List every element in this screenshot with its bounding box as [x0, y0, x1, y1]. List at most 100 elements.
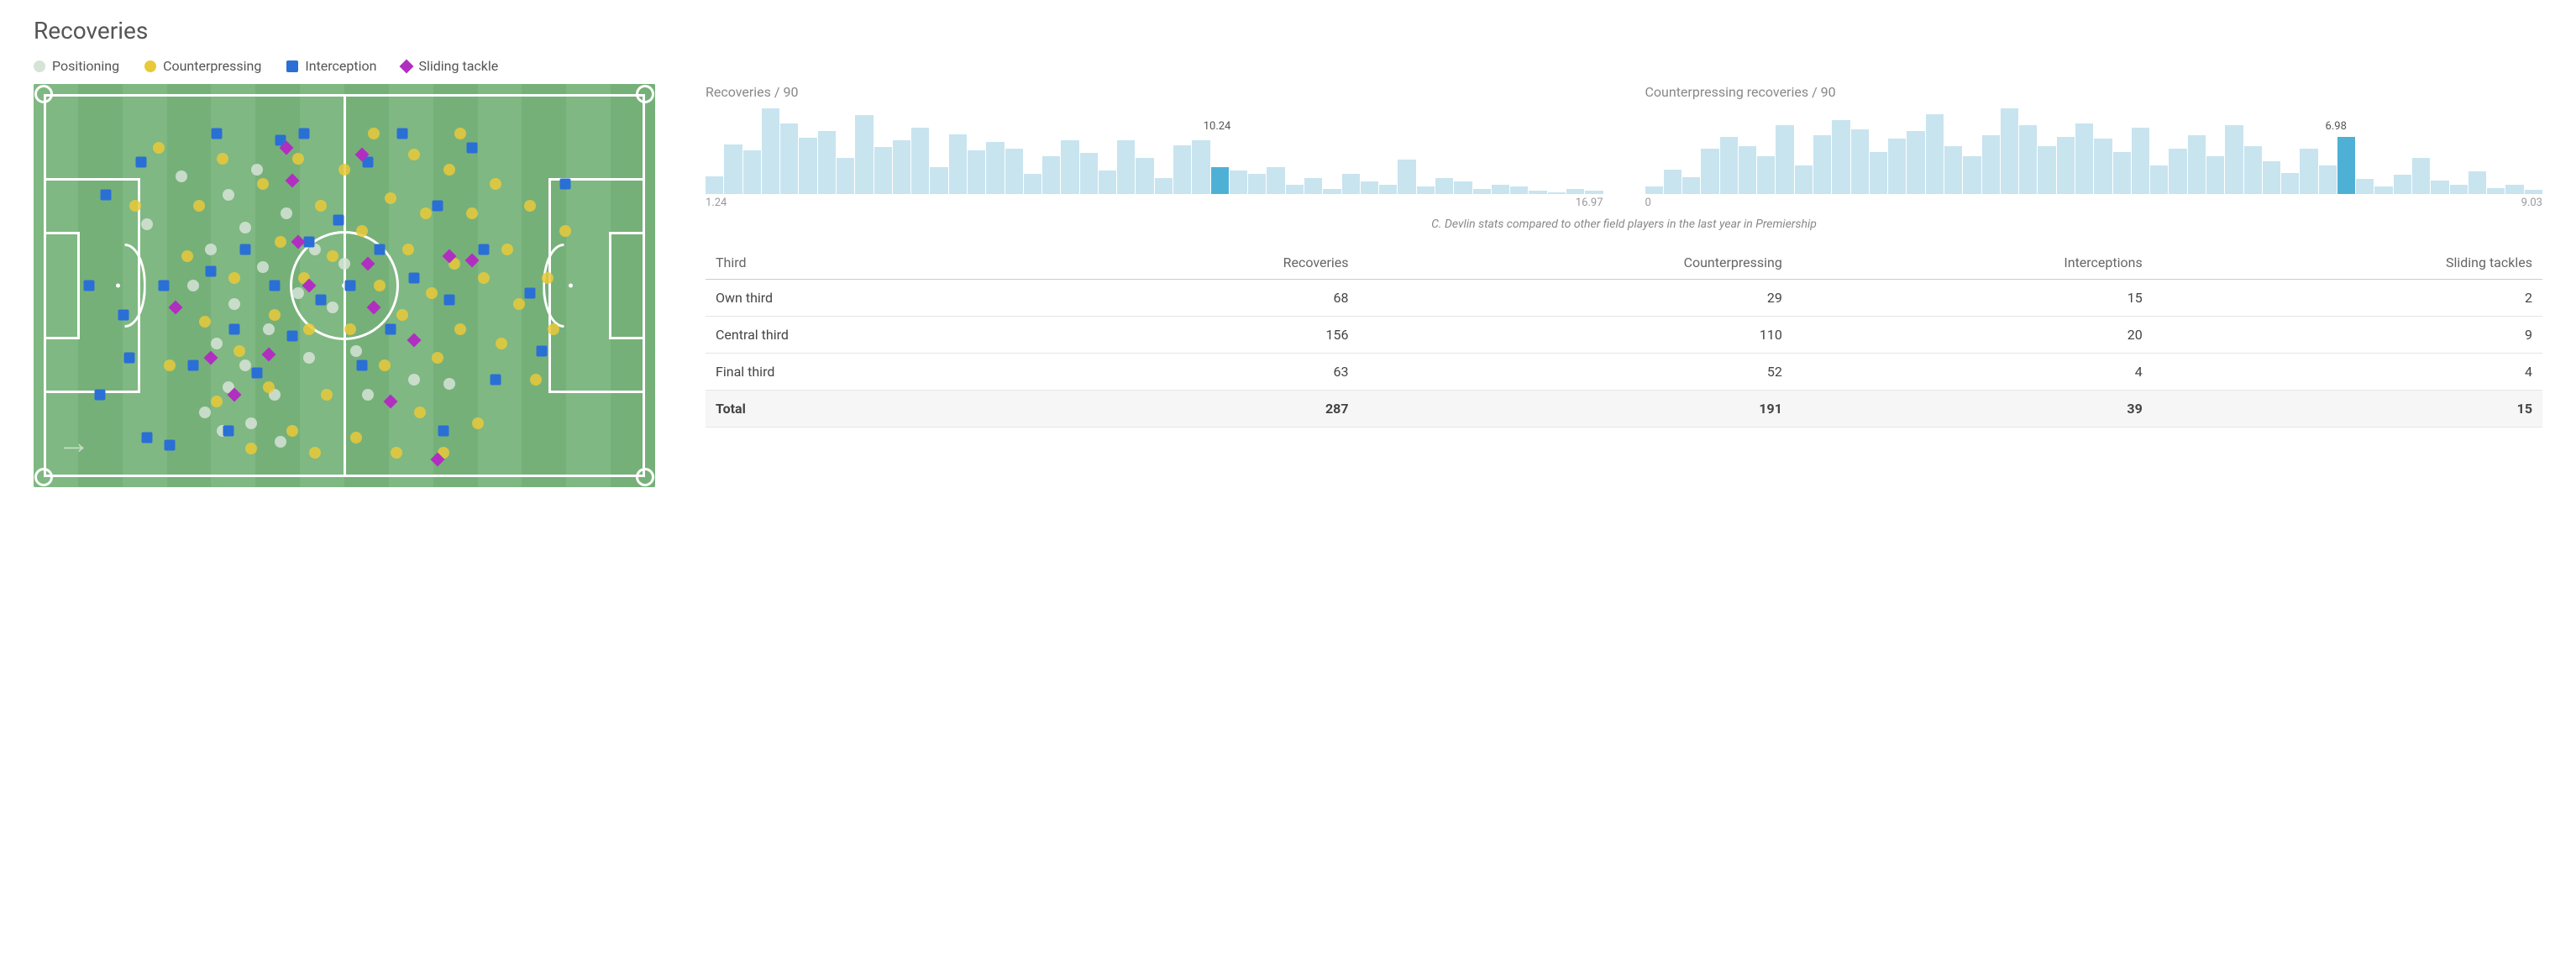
- hist-bar: [1342, 174, 1360, 194]
- marker-interception: [374, 244, 385, 254]
- hist-bar: [1548, 192, 1566, 194]
- hist-bar: [1136, 158, 1153, 194]
- table-cell: Final third: [706, 354, 1046, 391]
- marker-counterpressing: [269, 309, 281, 321]
- marker-interception: [83, 281, 94, 291]
- marker-sliding: [203, 351, 218, 365]
- marker-counterpressing: [228, 272, 240, 284]
- direction-arrow: →: [57, 422, 91, 462]
- hist-bar: [1398, 160, 1415, 194]
- marker-counterpressing: [153, 142, 165, 154]
- marker-counterpressing: [432, 352, 443, 364]
- hist-bar: [1361, 181, 1378, 194]
- hist-bar: [2487, 188, 2505, 194]
- table-cell: 191: [1359, 391, 1792, 428]
- marker-positioning: [223, 189, 234, 201]
- marker-interception: [479, 244, 490, 254]
- hist-bar: [1701, 149, 1718, 194]
- marker-counterpressing: [379, 359, 391, 371]
- table-cell: 39: [1792, 391, 2153, 428]
- table-row: Central third156110209: [706, 317, 2542, 354]
- hist-bar: [1417, 186, 1435, 194]
- hist-bar: [2374, 186, 2392, 194]
- hist-bar: [2075, 123, 2093, 194]
- marker-interception: [525, 287, 536, 298]
- marker-counterpressing: [391, 447, 402, 459]
- hist-bar: [1099, 171, 1116, 194]
- table-header: Counterpressing: [1359, 246, 1792, 280]
- section-title: Recoveries: [34, 17, 655, 45]
- hist-bar: [1963, 156, 1981, 194]
- marker-counterpressing: [193, 200, 205, 212]
- hist-bar: [1230, 171, 1247, 194]
- marker-counterpressing: [309, 447, 321, 459]
- hist-bar: [2319, 165, 2337, 194]
- marker-interception: [269, 281, 280, 291]
- marker-sliding: [169, 300, 183, 314]
- marker-interception: [298, 128, 309, 139]
- hist-bar: [743, 150, 761, 194]
- marker-interception: [228, 323, 239, 334]
- marker-positioning: [408, 374, 420, 386]
- legend-label: Positioning: [52, 58, 119, 74]
- marker-sliding: [291, 235, 305, 249]
- table-cell: 52: [1359, 354, 1792, 391]
- hist-bar: [2188, 135, 2206, 194]
- marker-counterpressing: [315, 200, 327, 212]
- marker-counterpressing: [199, 316, 211, 328]
- hist-bar: [2038, 146, 2055, 194]
- legend-item: Sliding tackle: [401, 58, 498, 74]
- hist-bar: [1888, 139, 1906, 194]
- marker-counterpressing: [303, 323, 315, 335]
- table-cell: 4: [1792, 354, 2153, 391]
- table-header: Recoveries: [1046, 246, 1358, 280]
- hist-bar: [1944, 146, 1962, 194]
- marker-interception: [304, 237, 315, 248]
- histogram-title: Counterpressing recoveries / 90: [1645, 84, 2543, 100]
- marker-sliding: [407, 333, 422, 347]
- legend: PositioningCounterpressingInterceptionSl…: [34, 58, 655, 74]
- hist-value-label: 6.98: [2326, 120, 2347, 133]
- hist-bar: [2263, 161, 2280, 194]
- hist-bar: [874, 147, 892, 194]
- hist-bar: [2431, 181, 2448, 194]
- hist-bar: [1304, 178, 1322, 194]
- marker-counterpressing: [472, 417, 484, 429]
- marker-counterpressing: [245, 443, 257, 454]
- table-cell: 110: [1359, 317, 1792, 354]
- marker-interception: [467, 142, 478, 153]
- marker-positioning: [211, 338, 223, 349]
- marker-counterpressing: [466, 207, 478, 219]
- marker-counterpressing: [420, 207, 432, 219]
- marker-counterpressing: [402, 244, 414, 255]
- legend-label: Interception: [305, 58, 376, 74]
- marker-counterpressing: [524, 200, 536, 212]
- hist-bar: [762, 108, 779, 194]
- table-row: Final third635244: [706, 354, 2542, 391]
- hist-bar: [706, 176, 723, 194]
- table-row-total: Total2871913915: [706, 391, 2542, 428]
- marker-counterpressing: [350, 432, 362, 443]
- marker-positioning: [257, 261, 269, 273]
- marker-positioning: [239, 359, 251, 371]
- hist-bar: [1042, 156, 1060, 194]
- marker-counterpressing: [513, 298, 525, 310]
- marker-counterpressing: [211, 396, 223, 407]
- marker-interception: [559, 179, 570, 190]
- hist-bar: [2206, 156, 2224, 194]
- hist-bar: [1664, 170, 1681, 194]
- marker-counterpressing: [344, 323, 356, 335]
- marker-positioning: [275, 436, 286, 448]
- hist-bar: [2132, 128, 2149, 194]
- hist-bar: [1757, 156, 1775, 194]
- histogram: Recoveries / 9010.241.2416.97: [706, 84, 1603, 209]
- hist-bar: [2300, 149, 2317, 194]
- marker-counterpressing: [164, 359, 176, 371]
- table-cell: 29: [1359, 280, 1792, 317]
- marker-interception: [537, 345, 548, 356]
- hist-axis-max: 16.97: [1576, 197, 1603, 209]
- marker-positioning: [228, 298, 240, 310]
- marker-counterpressing: [275, 236, 286, 248]
- hist-bar: [1982, 135, 2000, 194]
- marker-interception: [409, 273, 420, 284]
